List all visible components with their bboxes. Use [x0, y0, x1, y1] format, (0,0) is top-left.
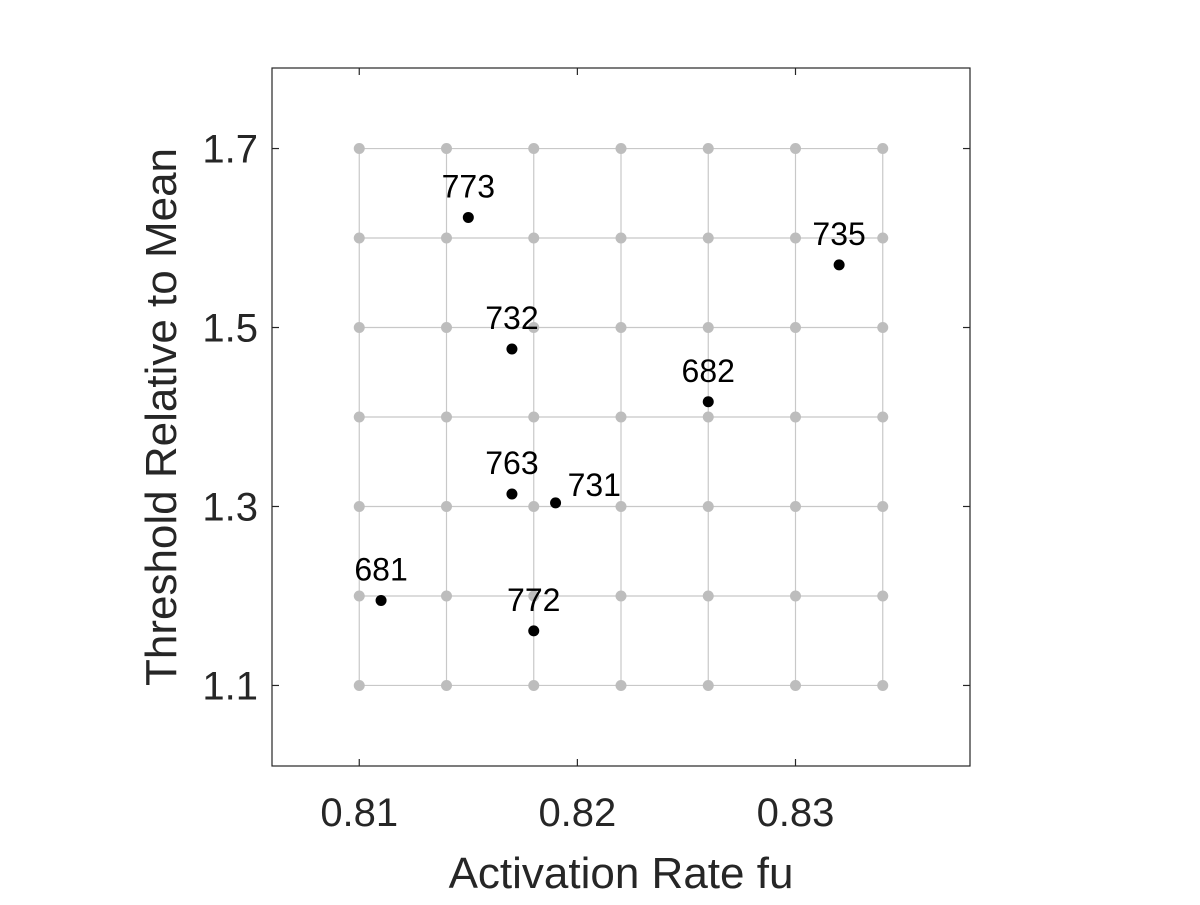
- x-axis-title: Activation Rate fu: [449, 849, 794, 898]
- grid-node: [441, 411, 452, 423]
- grid-layer: [353, 143, 889, 691]
- grid-node: [877, 590, 889, 602]
- grid-node: [702, 500, 714, 512]
- grid-node: [615, 411, 627, 423]
- grid-node: [877, 500, 889, 512]
- x-tick-label: 0.81: [320, 791, 398, 835]
- tick-layer: 0.81 0.82 0.83 1.1 1.3 1.5 1.7: [202, 68, 970, 835]
- data-label-682: 682: [682, 353, 735, 389]
- grid-node: [615, 679, 627, 691]
- grid-node: [441, 232, 452, 244]
- data-label-763: 763: [485, 445, 538, 481]
- data-point-773: [462, 211, 474, 223]
- data-point-731: [550, 497, 562, 509]
- data-point-735: [833, 259, 845, 271]
- grid-node: [702, 590, 714, 602]
- grid-node: [877, 411, 889, 423]
- data-label-732: 732: [485, 300, 538, 336]
- grid-node: [353, 411, 365, 423]
- grid-node: [702, 322, 714, 334]
- grid-node: [441, 590, 452, 602]
- data-point-682: [702, 396, 714, 408]
- grid-node: [528, 590, 540, 602]
- grid-node: [702, 143, 714, 155]
- data-point-732: [506, 343, 518, 355]
- point-layer: 773 735 732 682 763 731 681 772: [354, 168, 866, 637]
- grid-node: [790, 322, 801, 334]
- grid-node: [790, 500, 801, 512]
- data-label-735: 735: [812, 216, 865, 252]
- grid-node: [353, 679, 365, 691]
- grid-node: [615, 322, 627, 334]
- grid-node: [702, 679, 714, 691]
- y-tick-label: 1.5: [202, 307, 258, 351]
- grid-node: [615, 590, 627, 602]
- data-point-763: [506, 488, 518, 500]
- grid-node: [528, 500, 540, 512]
- data-label-773: 773: [442, 168, 495, 204]
- x-tick-label: 0.82: [538, 791, 616, 835]
- grid-node: [702, 411, 714, 423]
- grid-node: [615, 143, 627, 155]
- grid-node: [353, 500, 365, 512]
- grid-node: [790, 590, 801, 602]
- y-axis-title: Threshold Relative to Mean: [137, 148, 186, 686]
- plot-area-frame: [271, 67, 971, 767]
- y-tick-label: 1.1: [202, 664, 258, 708]
- grid-node: [353, 232, 365, 244]
- grid-node: [528, 322, 540, 334]
- y-tick-label: 1.7: [202, 128, 258, 172]
- x-tick-label: 0.83: [757, 791, 835, 835]
- grid-node: [790, 679, 801, 691]
- data-label-772: 772: [507, 582, 560, 618]
- grid-node: [877, 679, 889, 691]
- grid-node: [353, 590, 365, 602]
- grid-node: [790, 143, 801, 155]
- grid-node: [877, 232, 889, 244]
- grid-node: [877, 322, 889, 334]
- data-label-681: 681: [354, 551, 407, 587]
- grid-node: [528, 411, 540, 423]
- grid-node: [790, 232, 801, 244]
- data-point-681: [375, 594, 387, 606]
- grid-node: [441, 679, 452, 691]
- grid-node: [528, 232, 540, 244]
- grid-node: [615, 500, 627, 512]
- grid-node: [441, 322, 452, 334]
- grid-node: [877, 143, 889, 155]
- grid-node: [528, 143, 540, 155]
- grid-node: [441, 500, 452, 512]
- grid-node: [790, 411, 801, 423]
- data-label-731: 731: [568, 467, 621, 503]
- grid-node: [615, 232, 627, 244]
- grid-node: [528, 679, 540, 691]
- grid-node: [441, 143, 452, 155]
- y-tick-label: 1.3: [202, 485, 258, 529]
- data-point-772: [528, 625, 540, 637]
- grid-node: [353, 322, 365, 334]
- grid-node: [702, 232, 714, 244]
- grid-node: [353, 143, 365, 155]
